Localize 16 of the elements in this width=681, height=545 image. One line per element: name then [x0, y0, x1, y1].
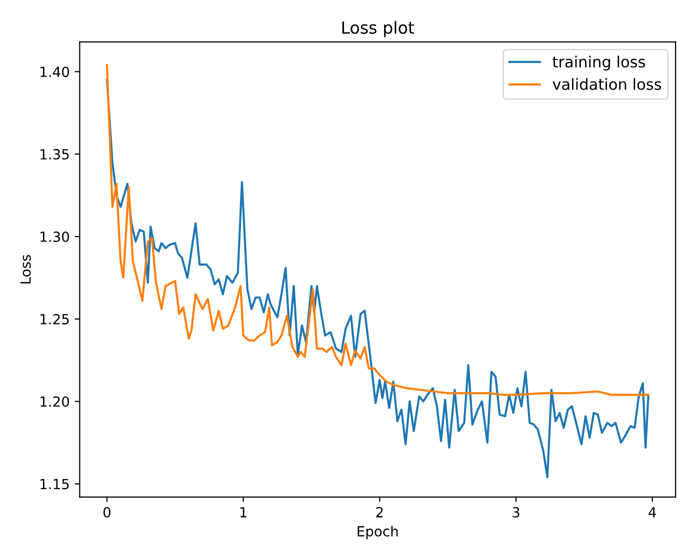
y-axis-title: Loss: [20, 254, 31, 284]
legend-label: validation loss: [552, 78, 662, 90]
x-tick-label: 0: [103, 507, 110, 518]
y-tick-label: 1.40: [40, 66, 70, 78]
y-tick-label: 1.15: [40, 479, 69, 490]
x-tick-label: 4: [648, 507, 656, 518]
x-axis-title: Epoch: [358, 526, 398, 540]
chart-title: Loss plot: [342, 20, 414, 38]
y-tick-label: 1.25: [40, 314, 69, 324]
y-tick-label: 1.35: [40, 149, 69, 160]
y-tick-label: 1.20: [40, 396, 70, 407]
x-tick-label: 2: [376, 507, 383, 518]
x-tick-label: 3: [512, 507, 520, 518]
y-tick-label: 1.30: [40, 231, 70, 242]
legend-label: training loss: [552, 56, 646, 70]
x-tick-label: 1: [240, 507, 246, 518]
